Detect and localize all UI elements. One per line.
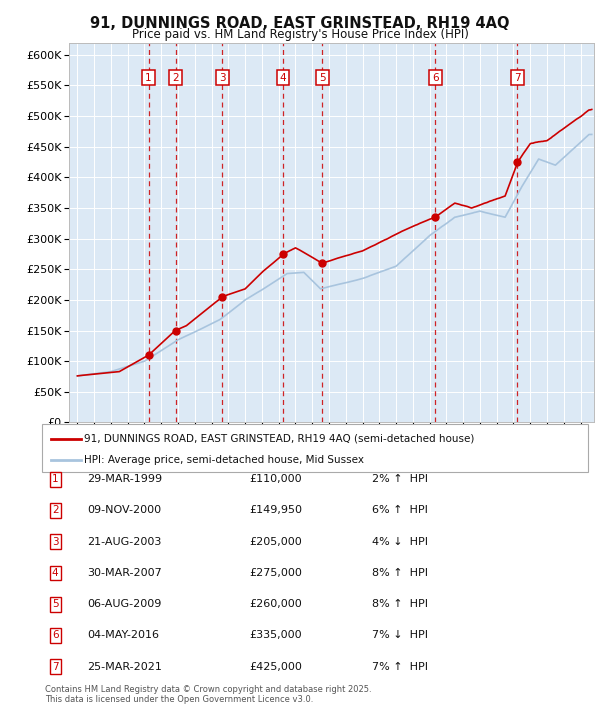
Text: 29-MAR-1999: 29-MAR-1999 (87, 474, 162, 484)
Text: 8% ↑  HPI: 8% ↑ HPI (372, 599, 428, 609)
Text: 25-MAR-2021: 25-MAR-2021 (87, 662, 162, 672)
Text: 7: 7 (514, 72, 521, 82)
Text: 2% ↑  HPI: 2% ↑ HPI (372, 474, 428, 484)
Text: 3: 3 (219, 72, 226, 82)
Text: 91, DUNNINGS ROAD, EAST GRINSTEAD, RH19 4AQ (semi-detached house): 91, DUNNINGS ROAD, EAST GRINSTEAD, RH19 … (84, 434, 475, 444)
Text: 04-MAY-2016: 04-MAY-2016 (87, 630, 159, 640)
Text: £335,000: £335,000 (249, 630, 302, 640)
Text: 4: 4 (280, 72, 286, 82)
Text: HPI: Average price, semi-detached house, Mid Sussex: HPI: Average price, semi-detached house,… (84, 454, 364, 464)
Text: 8% ↑  HPI: 8% ↑ HPI (372, 568, 428, 578)
Text: 30-MAR-2007: 30-MAR-2007 (87, 568, 162, 578)
Text: £260,000: £260,000 (249, 599, 302, 609)
Text: 5: 5 (52, 599, 59, 609)
Text: £110,000: £110,000 (249, 474, 302, 484)
Text: 7% ↓  HPI: 7% ↓ HPI (372, 630, 428, 640)
Text: 5: 5 (319, 72, 326, 82)
Text: 06-AUG-2009: 06-AUG-2009 (87, 599, 161, 609)
Text: 6% ↑  HPI: 6% ↑ HPI (372, 506, 428, 515)
Text: £205,000: £205,000 (249, 537, 302, 547)
Text: 3: 3 (52, 537, 59, 547)
Text: £425,000: £425,000 (249, 662, 302, 672)
Text: 6: 6 (52, 630, 59, 640)
Text: 09-NOV-2000: 09-NOV-2000 (87, 506, 161, 515)
Text: £275,000: £275,000 (249, 568, 302, 578)
Text: 4: 4 (52, 568, 59, 578)
Text: £149,950: £149,950 (249, 506, 302, 515)
Text: 1: 1 (52, 474, 59, 484)
Text: 6: 6 (432, 72, 439, 82)
Text: 7% ↑  HPI: 7% ↑ HPI (372, 662, 428, 672)
Text: Price paid vs. HM Land Registry's House Price Index (HPI): Price paid vs. HM Land Registry's House … (131, 28, 469, 41)
Text: 2: 2 (172, 72, 179, 82)
Text: 4% ↓  HPI: 4% ↓ HPI (372, 537, 428, 547)
Text: 1: 1 (145, 72, 152, 82)
Text: 2: 2 (52, 506, 59, 515)
Text: 21-AUG-2003: 21-AUG-2003 (87, 537, 161, 547)
Text: Contains HM Land Registry data © Crown copyright and database right 2025.: Contains HM Land Registry data © Crown c… (45, 685, 371, 694)
Text: This data is licensed under the Open Government Licence v3.0.: This data is licensed under the Open Gov… (45, 695, 313, 704)
Text: 7: 7 (52, 662, 59, 672)
Text: 91, DUNNINGS ROAD, EAST GRINSTEAD, RH19 4AQ: 91, DUNNINGS ROAD, EAST GRINSTEAD, RH19 … (90, 16, 510, 31)
